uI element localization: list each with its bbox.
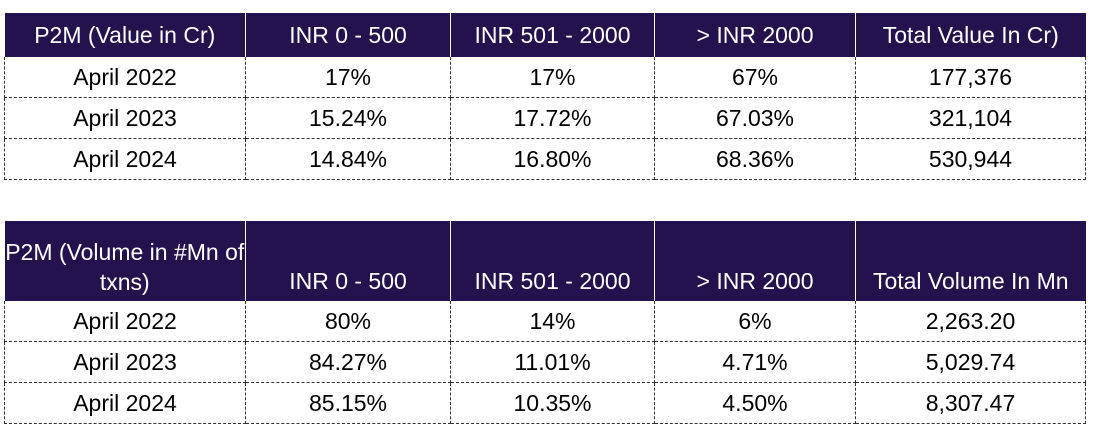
table-cell: 17% [245, 57, 451, 98]
table-cell: 68.36% [654, 138, 856, 180]
row-label: April 2024 [4, 138, 246, 180]
table-cell: 16.80% [450, 138, 655, 180]
table-row: April 2022 80% 14% 6% 2,263.20 [4, 301, 1086, 342]
table-cell: 11.01% [450, 341, 655, 383]
table-row: April 2022 17% 17% 67% 177,376 [4, 57, 1086, 98]
table-cell: 2,263.20 [855, 301, 1086, 342]
table-cell: 177,376 [855, 57, 1086, 98]
table-cell: 15.24% [245, 97, 451, 139]
table-cell: 17% [450, 57, 655, 98]
column-header-inr-above-2000: > INR 2000 [654, 221, 856, 301]
table-cell: 5,029.74 [855, 341, 1086, 383]
header-row: P2M (Volume in #Mn of txns) INR 0 - 500 … [4, 221, 1086, 301]
table-cell: 8,307.47 [855, 382, 1086, 424]
table-cell: 85.15% [245, 382, 451, 424]
column-header-inr-above-2000: > INR 2000 [654, 13, 856, 57]
column-header-inr-0-500: INR 0 - 500 [245, 221, 451, 301]
column-header-category: P2M (Volume in #Mn of txns) [4, 221, 246, 301]
table-cell: 4.71% [654, 341, 856, 383]
row-label: April 2023 [4, 341, 246, 383]
row-label: April 2022 [4, 57, 246, 98]
header-row: P2M (Value in Cr) INR 0 - 500 INR 501 - … [4, 13, 1086, 57]
table-cell: 67.03% [654, 97, 856, 139]
column-header-inr-0-500: INR 0 - 500 [245, 13, 451, 57]
column-header-inr-501-2000: INR 501 - 2000 [450, 13, 655, 57]
table-cell: 84.27% [245, 341, 451, 383]
table-cell: 4.50% [654, 382, 856, 424]
p2m-value-table: P2M (Value in Cr) INR 0 - 500 INR 501 - … [4, 13, 1086, 180]
table-cell: 10.35% [450, 382, 655, 424]
column-header-total-volume: Total Volume In Mn [855, 221, 1086, 301]
table-cell: 14.84% [245, 138, 451, 180]
table-row: April 2023 15.24% 17.72% 67.03% 321,104 [4, 97, 1086, 139]
column-header-category: P2M (Value in Cr) [4, 13, 246, 57]
column-header-inr-501-2000: INR 501 - 2000 [450, 221, 655, 301]
table-cell: 17.72% [450, 97, 655, 139]
table-cell: 321,104 [855, 97, 1086, 139]
row-label: April 2022 [4, 301, 246, 342]
row-label: April 2024 [4, 382, 246, 424]
table-cell: 14% [450, 301, 655, 342]
table-cell: 80% [245, 301, 451, 342]
p2m-volume-table: P2M (Volume in #Mn of txns) INR 0 - 500 … [4, 221, 1086, 424]
column-header-total-value: Total Value In Cr) [855, 13, 1086, 57]
table-cell: 6% [654, 301, 856, 342]
table-row: April 2023 84.27% 11.01% 4.71% 5,029.74 [4, 341, 1086, 383]
table-cell: 67% [654, 57, 856, 98]
table-row: April 2024 14.84% 16.80% 68.36% 530,944 [4, 138, 1086, 180]
row-label: April 2023 [4, 97, 246, 139]
table-cell: 530,944 [855, 138, 1086, 180]
table-row: April 2024 85.15% 10.35% 4.50% 8,307.47 [4, 382, 1086, 424]
